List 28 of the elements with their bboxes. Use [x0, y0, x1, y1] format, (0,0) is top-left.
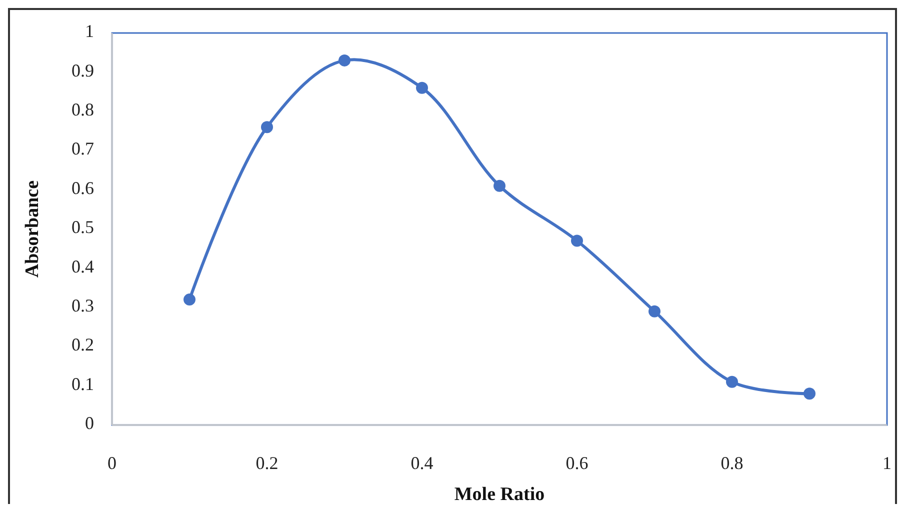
- point: [571, 234, 583, 247]
- y-tick-label: 0.5: [72, 217, 94, 238]
- x-tick-label: 1: [882, 453, 892, 473]
- y-tick-label: 0.7: [72, 138, 94, 159]
- x-tick-label: 0.2: [256, 453, 278, 473]
- point: [338, 54, 350, 66]
- y-tick-label: 0: [85, 413, 94, 434]
- x-tick-label: 0: [108, 453, 116, 473]
- point: [726, 376, 738, 388]
- x-axis-title: Mole Ratio: [454, 484, 545, 505]
- y-tick-label: 0.1: [72, 374, 94, 394]
- y-tick-label: 0.8: [72, 100, 94, 120]
- y-tick-label: 0.9: [72, 60, 94, 80]
- point: [804, 388, 816, 400]
- y-tick-label: 0.2: [72, 334, 94, 355]
- y-tick-label: 0.6: [72, 178, 94, 198]
- y-axis-title: Absorbance: [22, 180, 43, 278]
- x-tick-label: 0.4: [410, 453, 434, 473]
- y-tick-label: 0.3: [72, 296, 94, 316]
- point: [261, 121, 273, 134]
- point: [494, 180, 506, 192]
- point: [184, 294, 196, 306]
- point: [416, 82, 428, 94]
- y-tick-label: 0.4: [72, 256, 94, 276]
- point: [648, 305, 660, 318]
- x-tick-label: 0.6: [566, 453, 588, 473]
- x-tick-label: 0.8: [720, 453, 744, 473]
- y-tick-label: 1: [85, 21, 94, 42]
